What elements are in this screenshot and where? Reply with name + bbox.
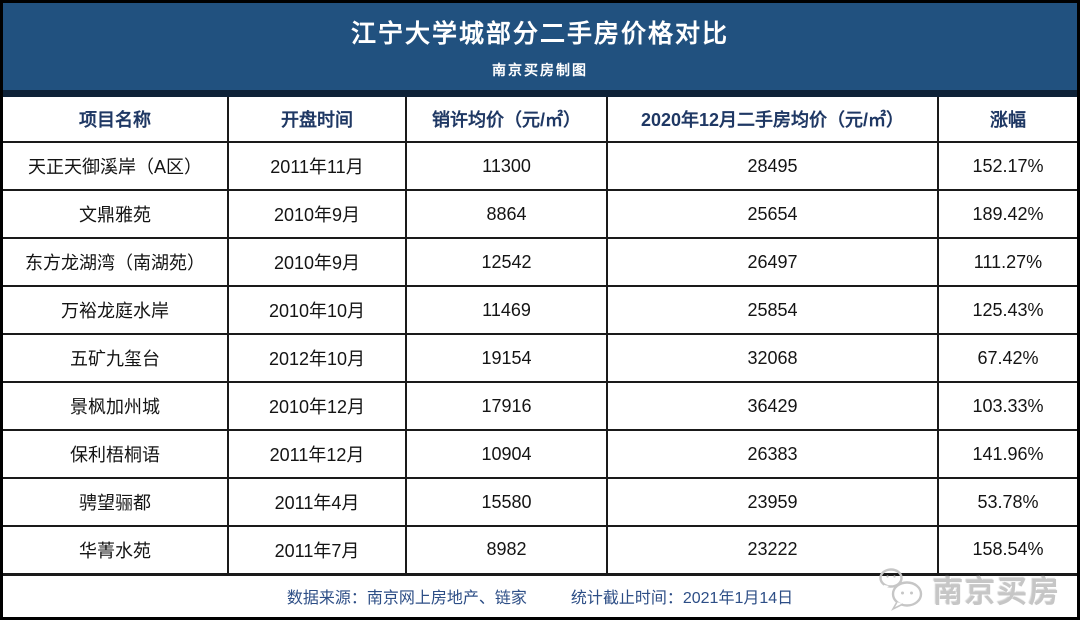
table-cell: 23222 — [606, 525, 939, 576]
table-cell: 25854 — [606, 285, 939, 335]
table-cell: 28495 — [606, 141, 939, 191]
statistics-deadline-note: 统计截止时间：2021年1月14日 — [570, 590, 794, 608]
table-cell: 万裕龙庭水岸 — [3, 285, 229, 335]
table-cell: 8982 — [405, 525, 608, 576]
table-cell: 2010年9月 — [227, 189, 407, 239]
table-cell: 141.96% — [937, 429, 1077, 479]
table-row: 天正天御溪岸（A区） 2011年11月 11300 28495 152.17% — [3, 141, 1077, 191]
table-cell: 103.33% — [937, 381, 1077, 431]
table-cell: 2010年9月 — [227, 237, 407, 287]
table-cell: 11469 — [405, 285, 608, 335]
table-cell: 19154 — [405, 333, 608, 383]
table-row: 景枫加州城 2010年12月 17916 36429 103.33% — [3, 381, 1077, 431]
table-cell: 32068 — [606, 333, 939, 383]
table-cell: 2012年10月 — [227, 333, 407, 383]
table-row: 骋望骊都 2011年4月 15580 23959 53.78% — [3, 477, 1077, 527]
column-header-open-date: 开盘时间 — [227, 97, 407, 143]
column-header-growth: 涨幅 — [937, 97, 1077, 143]
table-cell: 2010年12月 — [227, 381, 407, 431]
table-cell: 文鼎雅苑 — [3, 189, 229, 239]
table-cell: 15580 — [405, 477, 608, 527]
table-cell: 26497 — [606, 237, 939, 287]
column-header-project: 项目名称 — [3, 97, 229, 143]
table-cell: 125.43% — [937, 285, 1077, 335]
table-row: 文鼎雅苑 2010年9月 8864 25654 189.42% — [3, 189, 1077, 239]
table-cell: 8864 — [405, 189, 608, 239]
table-cell: 天正天御溪岸（A区） — [3, 141, 229, 191]
table-cell: 189.42% — [937, 189, 1077, 239]
table-row: 保利梧桐语 2011年12月 10904 26383 141.96% — [3, 429, 1077, 479]
table-cell: 东方龙湖湾（南湖苑） — [3, 237, 229, 287]
table-cell: 保利梧桐语 — [3, 429, 229, 479]
table-cell: 67.42% — [937, 333, 1077, 383]
table-cell: 华菁水苑 — [3, 525, 229, 576]
table-cell: 五矿九玺台 — [3, 333, 229, 383]
column-header-permit-price: 销许均价（元/㎡） — [405, 97, 608, 143]
table-cell: 17916 — [405, 381, 608, 431]
table-row: 华菁水苑 2011年7月 8982 23222 158.54% — [3, 525, 1077, 576]
table-row: 万裕龙庭水岸 2010年10月 11469 25854 125.43% — [3, 285, 1077, 335]
price-comparison-table: 项目名称 开盘时间 销许均价（元/㎡） 2020年12月二手房均价（元/㎡） 涨… — [3, 97, 1077, 576]
table-cell: 2011年7月 — [227, 525, 407, 576]
page-title: 江宁大学城部分二手房价格对比 — [350, 19, 729, 48]
table-header: 项目名称 开盘时间 销许均价（元/㎡） 2020年12月二手房均价（元/㎡） 涨… — [3, 97, 1077, 143]
table-cell: 36429 — [606, 381, 939, 431]
title-band: 江宁大学城部分二手房价格对比 南京买房制图 — [3, 3, 1077, 97]
header-row: 项目名称 开盘时间 销许均价（元/㎡） 2020年12月二手房均价（元/㎡） 涨… — [3, 97, 1077, 143]
table-cell: 23959 — [606, 477, 939, 527]
footer-band: 数据来源：南京网上房地产、链家 统计截止时间：2021年1月14日 — [3, 575, 1077, 617]
table-body: 天正天御溪岸（A区） 2011年11月 11300 28495 152.17% 文鼎雅苑 2… — [3, 141, 1077, 576]
page-subtitle: 南京买房制图 — [492, 61, 588, 78]
table-cell: 2011年4月 — [227, 477, 407, 527]
column-header-dec2020-price: 2020年12月二手房均价（元/㎡） — [606, 97, 939, 143]
table-cell: 25654 — [606, 189, 939, 239]
table-cell: 152.17% — [937, 141, 1077, 191]
table-cell: 26383 — [606, 429, 939, 479]
table-cell: 2011年11月 — [227, 141, 407, 191]
table-cell: 2011年12月 — [227, 429, 407, 479]
table-row: 五矿九玺台 2012年10月 19154 32068 67.42% — [3, 333, 1077, 383]
table-cell: 111.27% — [937, 237, 1077, 287]
table-cell: 10904 — [405, 429, 608, 479]
table-cell: 骋望骊都 — [3, 477, 229, 527]
table-cell: 12542 — [405, 237, 608, 287]
table-cell: 11300 — [405, 141, 608, 191]
table-cell: 53.78% — [937, 477, 1077, 527]
table-cell: 158.54% — [937, 525, 1077, 576]
data-source-note: 数据来源：南京网上房地产、链家 — [286, 590, 527, 608]
table-cell: 景枫加州城 — [3, 381, 229, 431]
table-cell: 2010年10月 — [227, 285, 407, 335]
table-row: 东方龙湖湾（南湖苑） 2010年9月 12542 26497 111.27% — [3, 237, 1077, 287]
